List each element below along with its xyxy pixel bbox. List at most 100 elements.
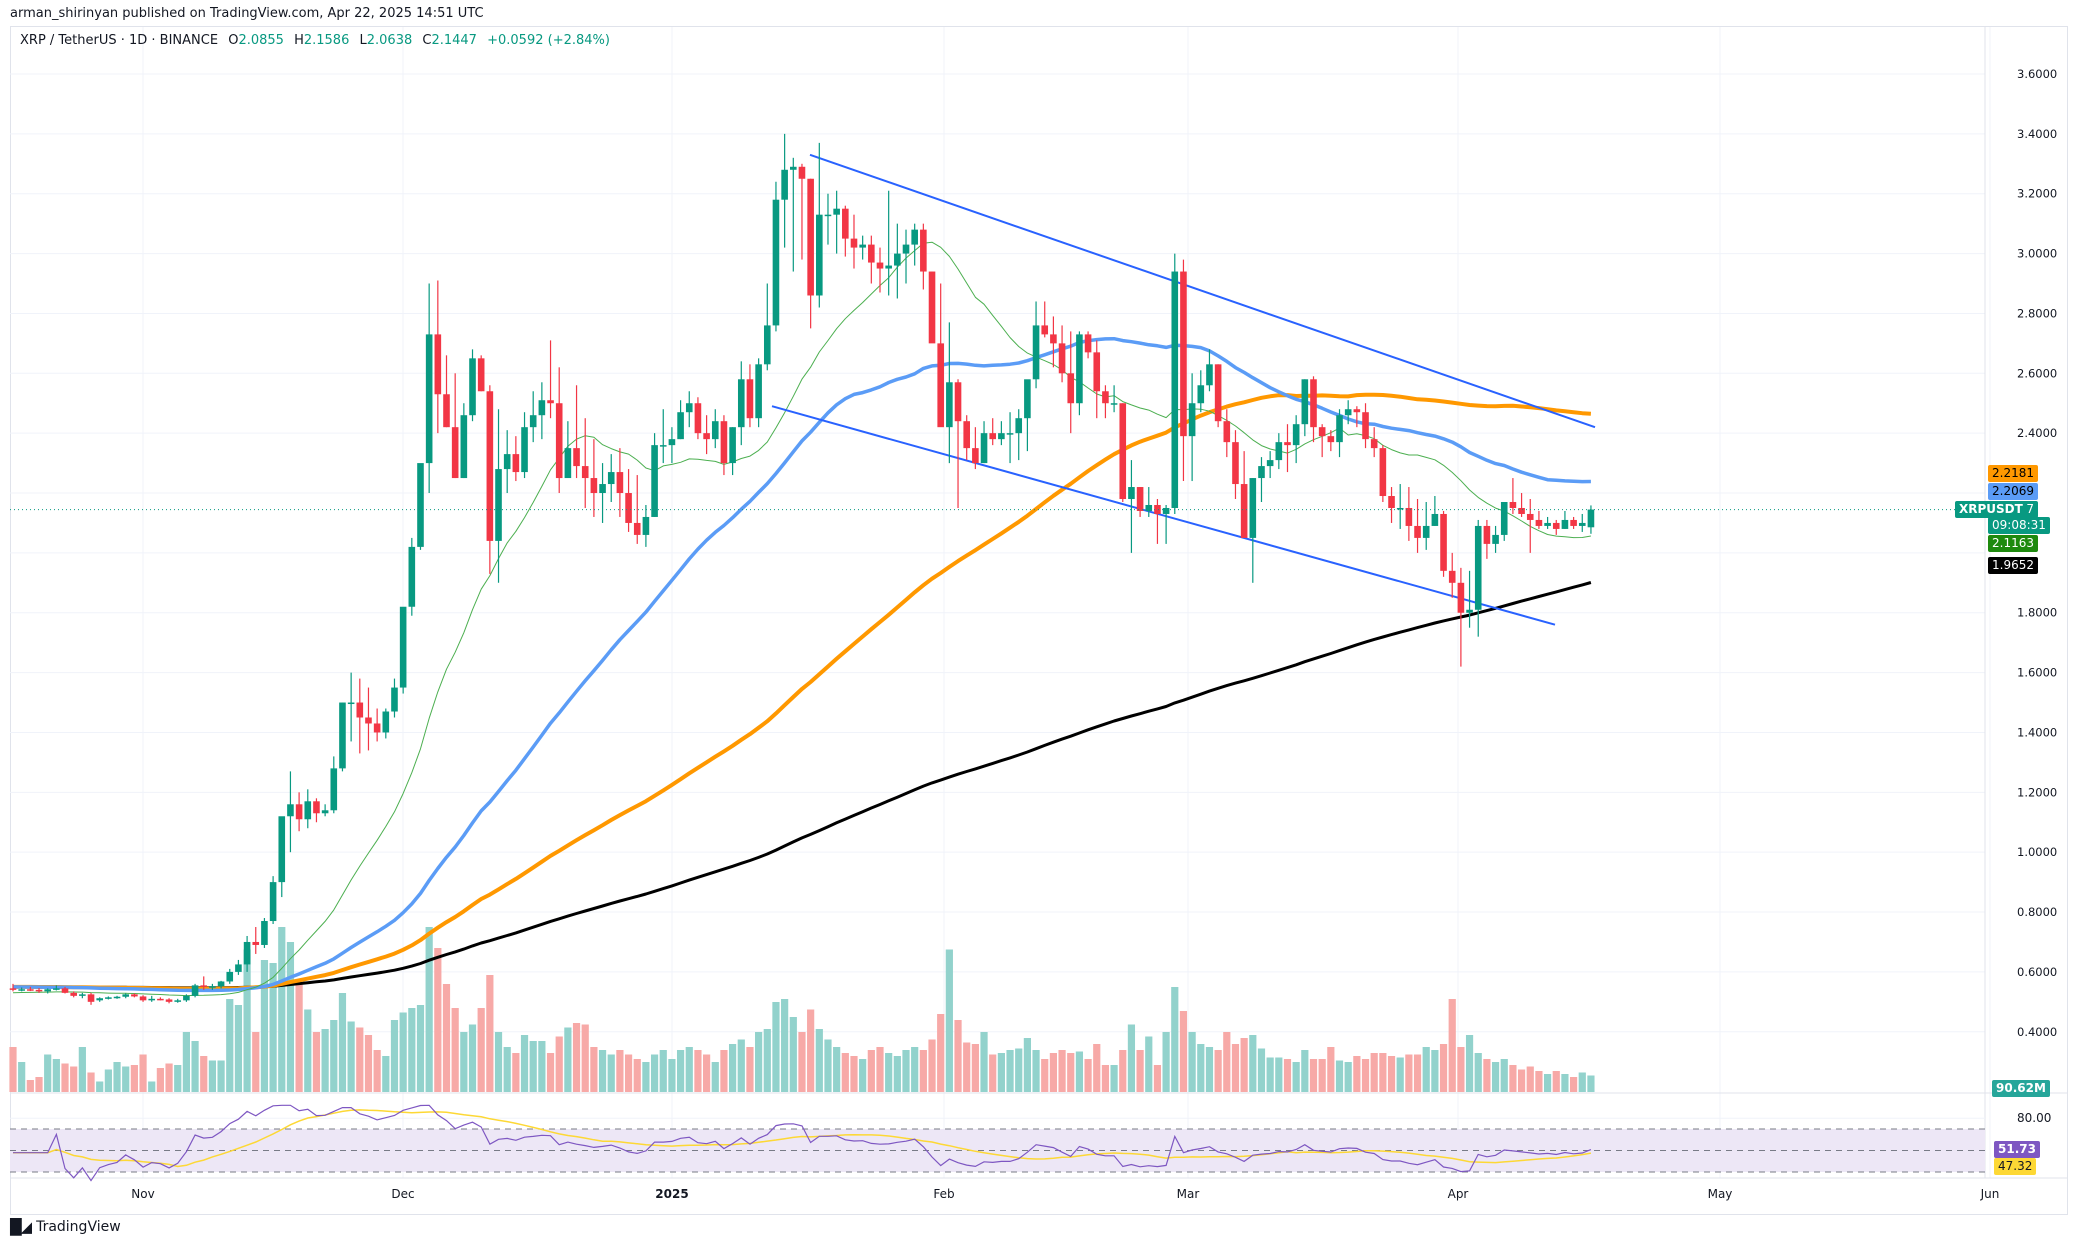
candle-body [807, 178, 814, 296]
volume-bar [356, 1027, 364, 1092]
candle-body [1076, 334, 1083, 404]
candle-body [278, 816, 286, 883]
volume-bar [200, 1056, 208, 1092]
candle-body [659, 445, 667, 447]
candle-body [486, 391, 494, 541]
candle-body [816, 214, 823, 296]
candle-body [200, 985, 208, 987]
candle-body [165, 999, 173, 1002]
candle-body [763, 325, 771, 365]
time-axis-label: 2025 [655, 1187, 688, 1201]
volume-bar [512, 1053, 520, 1092]
time-axis-label: May [1708, 1187, 1733, 1201]
candle-body [1561, 519, 1569, 529]
volume-bar [295, 984, 303, 1092]
volume-bar [226, 999, 234, 1092]
volume-bar [1335, 1060, 1344, 1092]
ma20-line [12, 241, 1591, 997]
candle-body [911, 229, 918, 245]
ma100-line [13, 392, 1592, 991]
volume-badge: 90.62M [1992, 1080, 2050, 1097]
candle-body [1102, 391, 1109, 404]
candle-body [35, 989, 43, 992]
volume-bar [824, 1039, 832, 1092]
ma50-badge: 2.2069 [1988, 483, 2038, 500]
candle-body [1188, 403, 1196, 437]
low-value: 2.0638 [366, 33, 413, 48]
candle-body [833, 208, 840, 215]
symbol-tag: XRPUSDT [1955, 501, 2027, 518]
volume-bar [720, 1050, 728, 1092]
tradingview-logo[interactable]: █◢ TradingView [10, 1218, 121, 1236]
volume-bar [139, 1054, 147, 1092]
volume-bar [1162, 1032, 1170, 1092]
volume-bar [1006, 1050, 1014, 1092]
candle-body [209, 986, 216, 988]
candle-body [313, 801, 320, 814]
candle-body [157, 998, 164, 1001]
price-tick-label: 1.2000 [2017, 785, 2057, 799]
volume-bar [347, 1021, 355, 1092]
low-label: L [359, 33, 367, 48]
volume-bar [685, 1047, 693, 1092]
price-tick-label: 3.0000 [2017, 247, 2057, 261]
volume-bar [546, 1053, 555, 1092]
volume-bar [971, 1044, 979, 1092]
candle-body [1414, 525, 1421, 538]
candle-body [191, 985, 199, 996]
price-tick-label: 2.6000 [2017, 366, 2057, 380]
volume-bar [1145, 1036, 1153, 1092]
candle-body [1128, 487, 1135, 500]
candle-body [1578, 522, 1586, 526]
volume-bar [399, 1012, 407, 1092]
price-tick-label: 0.4000 [2017, 1025, 2057, 1039]
candle-body [564, 448, 572, 479]
candle-body [1058, 343, 1066, 374]
time-axis-label: Mar [1177, 1187, 1200, 1201]
candle-body [495, 469, 502, 541]
candle-body [980, 433, 988, 464]
candle-body [902, 244, 910, 254]
brand-name: TradingView [36, 1219, 121, 1235]
volume-bar [911, 1047, 919, 1092]
candle-body [737, 379, 745, 428]
volume-bar [35, 1077, 43, 1092]
symbol-legend: XRP / TetherUS · 1D · BINANCE O2.0855 H2… [20, 33, 610, 48]
volume-bar [1119, 1050, 1127, 1092]
volume-bar [451, 1008, 459, 1092]
volume-bar [1422, 1047, 1430, 1092]
symbol-title[interactable]: XRP / TetherUS · 1D · BINANCE [20, 33, 219, 48]
candle-body [1084, 334, 1092, 353]
volume-bar [312, 1032, 321, 1092]
candle-body [1223, 421, 1231, 443]
volume-bar [1231, 1044, 1240, 1092]
high-value: 2.1586 [303, 33, 350, 48]
volume-bar [61, 1063, 69, 1092]
time-axis-label: Jun [1980, 1187, 2000, 1201]
volume-bar [876, 1047, 884, 1092]
candle-body [1544, 522, 1551, 526]
candle-body [1379, 448, 1387, 497]
volume-bar [633, 1059, 641, 1092]
volume-bar [555, 1036, 563, 1092]
volume-bar [1509, 1065, 1517, 1092]
volume-bar [937, 1014, 945, 1092]
volume-bar [416, 1005, 425, 1092]
volume-bar [70, 1066, 78, 1092]
volume-bar [1015, 1048, 1023, 1092]
candle-body [1284, 442, 1291, 446]
volume-bar [382, 1056, 390, 1092]
volume-bar [182, 1032, 190, 1092]
volume-bar [26, 1080, 34, 1092]
volume-bar [1266, 1057, 1274, 1092]
volume-bar [1032, 1050, 1040, 1092]
volume-bar [763, 1029, 771, 1092]
candle-body [633, 522, 641, 535]
volume-bar [729, 1044, 737, 1092]
candle-body [1232, 442, 1239, 485]
volume-bar [798, 1032, 806, 1092]
channel-lower-line [771, 405, 1556, 626]
volume-bar [1223, 1032, 1231, 1092]
candle-body [1388, 496, 1395, 508]
